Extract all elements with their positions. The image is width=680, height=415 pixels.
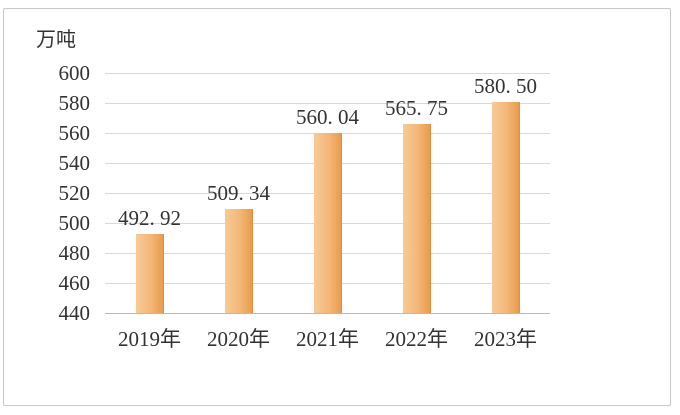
x-tick-label: 2023年 bbox=[474, 327, 537, 351]
x-axis-line bbox=[105, 313, 550, 314]
x-tick-label: 2019年 bbox=[118, 327, 181, 351]
bar-value-label: 560. 04 bbox=[296, 104, 359, 129]
x-tick-label: 2022年 bbox=[385, 327, 448, 351]
y-tick-label: 580 bbox=[58, 91, 91, 115]
y-tick-label: 440 bbox=[58, 301, 91, 325]
y-tick-label: 560 bbox=[58, 121, 91, 145]
gridline bbox=[105, 73, 550, 74]
y-tick-label: 600 bbox=[58, 61, 91, 85]
bar-2019年 bbox=[135, 233, 164, 313]
bar-value-label: 565. 75 bbox=[385, 96, 448, 121]
bar-2023年 bbox=[491, 102, 520, 313]
chart-border-frame bbox=[3, 8, 671, 406]
x-tick-label: 2021年 bbox=[296, 327, 359, 351]
bar-value-label: 509. 34 bbox=[207, 180, 270, 205]
bar-2020年 bbox=[224, 208, 253, 313]
x-tick-label: 2020年 bbox=[207, 327, 270, 351]
bar-value-label: 492. 92 bbox=[118, 205, 181, 230]
bar-2022年 bbox=[402, 124, 431, 313]
y-tick-label: 460 bbox=[58, 271, 91, 295]
bar-value-label: 580. 50 bbox=[474, 74, 537, 99]
y-tick-label: 480 bbox=[58, 241, 91, 265]
y-tick-label: 520 bbox=[58, 181, 91, 205]
bar-2021年 bbox=[313, 132, 342, 313]
y-axis-unit-label: 万吨 bbox=[36, 29, 76, 51]
y-tick-label: 500 bbox=[58, 211, 91, 235]
y-tick-label: 540 bbox=[58, 151, 91, 175]
gridline bbox=[105, 103, 550, 104]
